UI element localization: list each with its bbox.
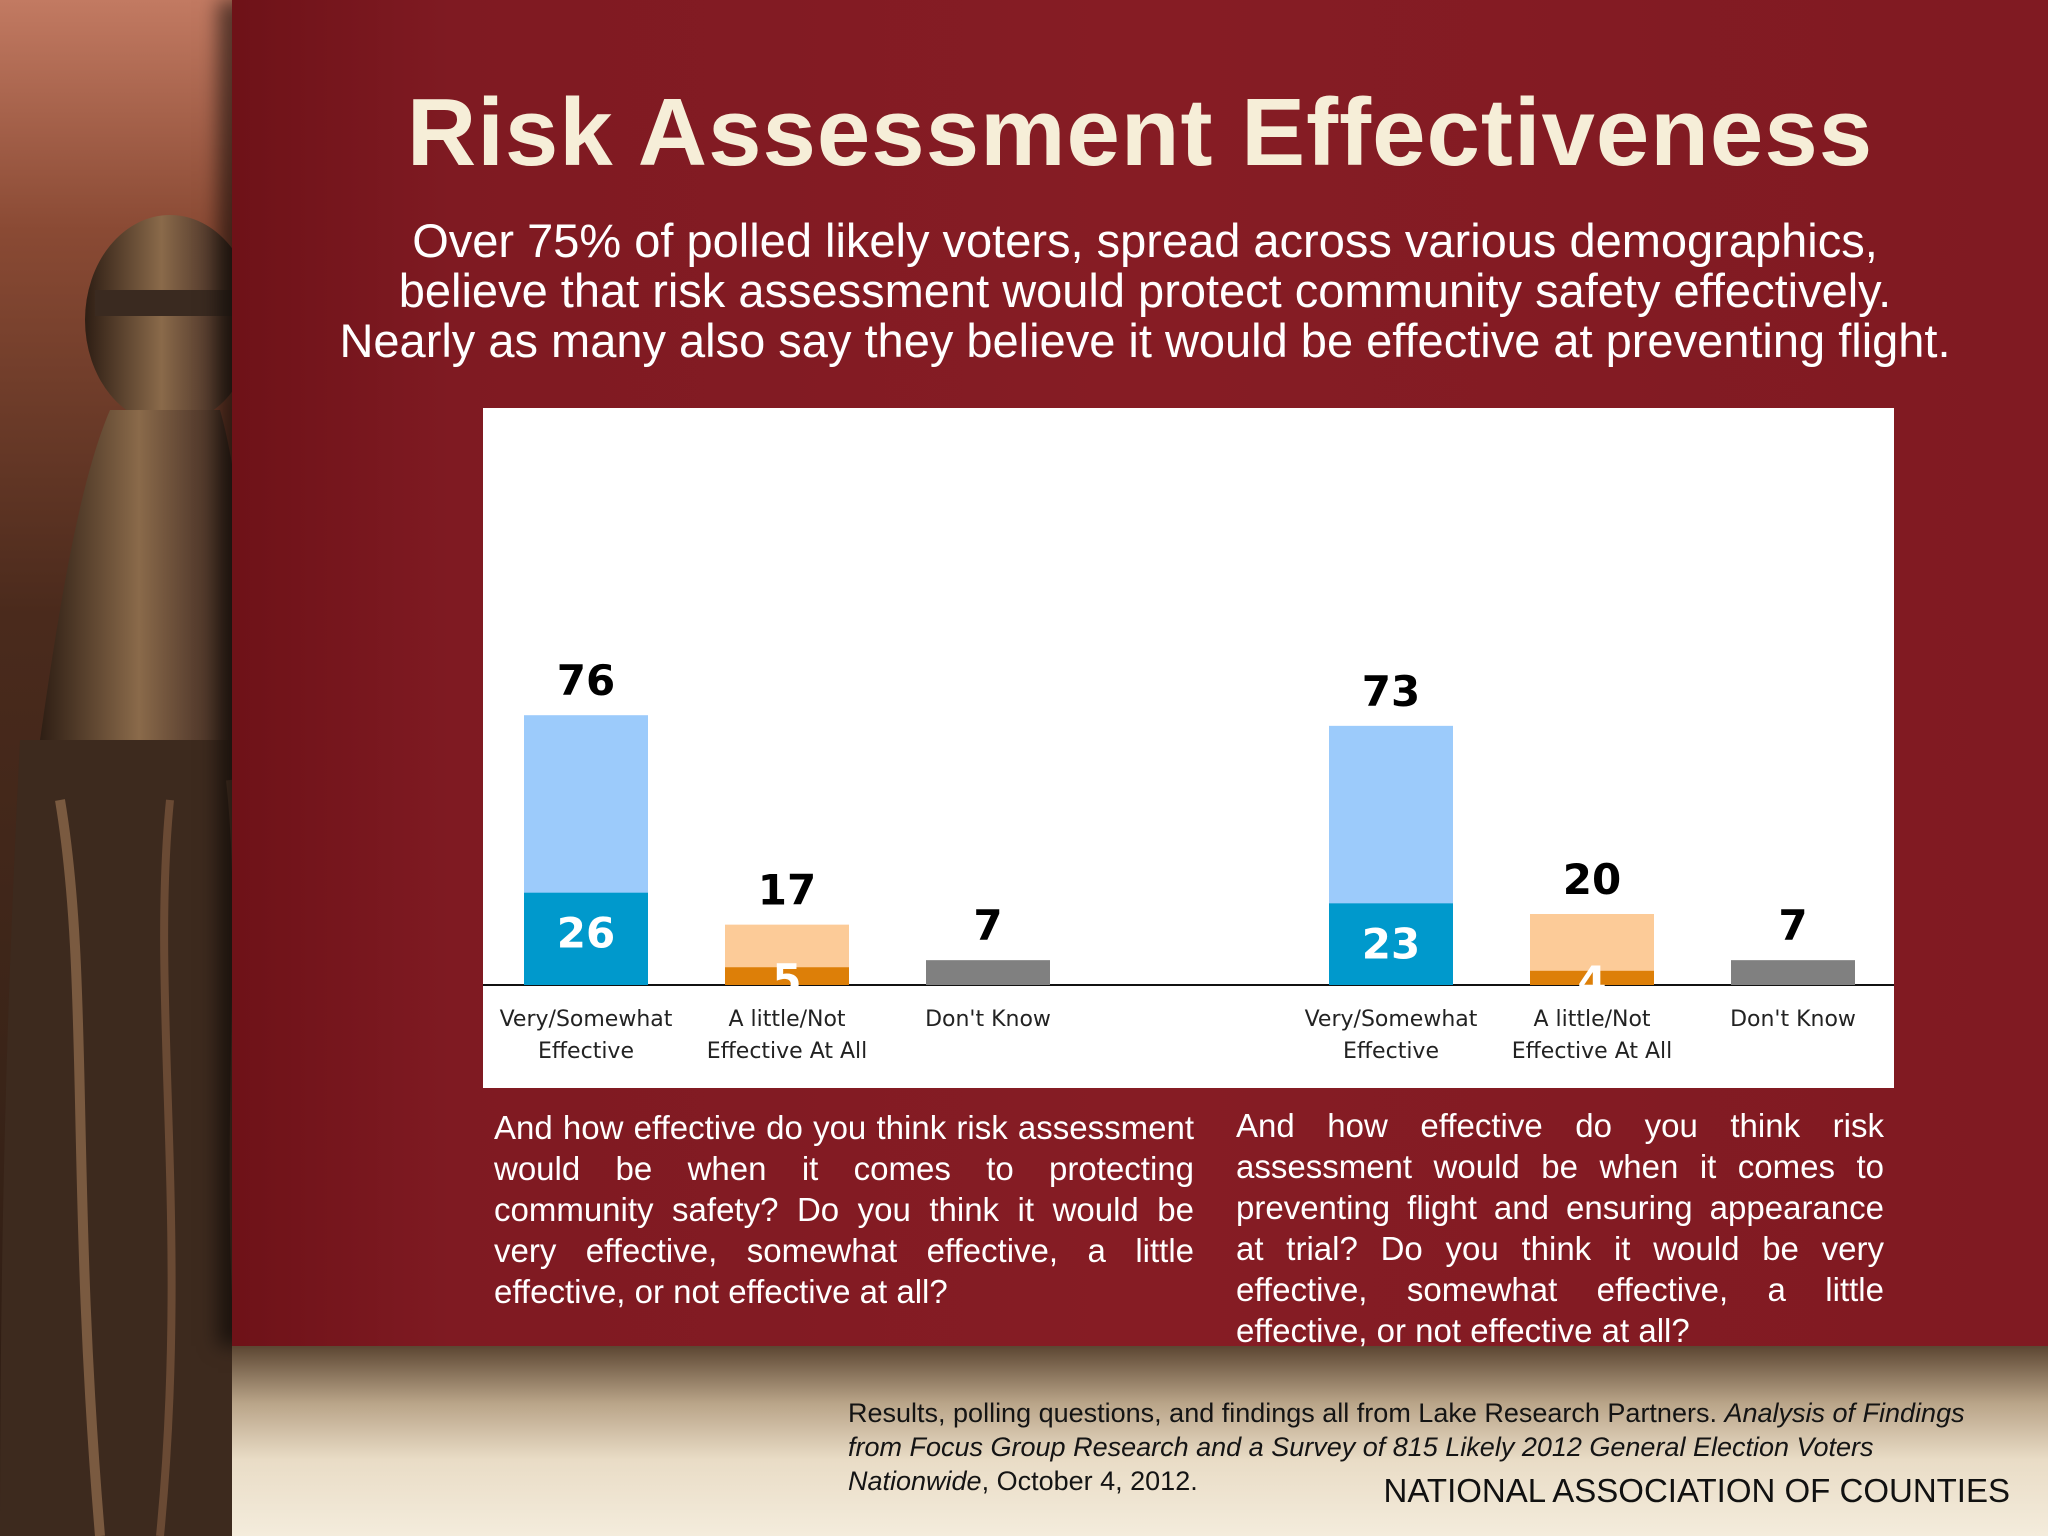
data-label-intense-1-1: 26 [557, 909, 615, 958]
question-preventing-flight: And how effective do you think risk asse… [1236, 1107, 1884, 1349]
data-label-total-1-1: 76 [557, 656, 615, 705]
category-label-2-1-line-1: Very/Somewhat [1305, 1007, 1478, 1032]
data-label-intense-2-2: 4 [1577, 957, 1606, 1006]
data-label-intense-1-2: 5 [772, 955, 801, 1004]
data-label-total-2-1: 73 [1362, 667, 1420, 716]
bar-intense-2-2 [1530, 970, 1654, 985]
source-prefix: Results, polling questions, and findings… [848, 1398, 1725, 1428]
bottom-band [232, 1346, 2048, 1536]
question-community-safety: And how effective do you think risk asse… [494, 1109, 1194, 1310]
source-citation: Results, polling questions, and findings… [848, 1396, 1978, 1498]
organization-name: NATIONAL ASSOCIATION OF COUNTIES [1383, 1472, 2010, 1509]
category-label-1-2-line-1: A little/Not [728, 1007, 845, 1032]
category-label-2-2-line-2: Effective At All [1512, 1039, 1673, 1064]
category-label-1-2-line-2: Effective At All [707, 1039, 868, 1064]
source-report-title: Analysis of Findings from Focus Group Re… [848, 1398, 1965, 1496]
data-label-total-2-2: 20 [1563, 855, 1621, 904]
data-label-total-2-3: 7 [1778, 901, 1807, 950]
chart-panel: 26 76 Very/Somewhat Effective 5 17 A little/No… [483, 408, 1894, 1088]
bar-intense-1-1 [524, 892, 648, 985]
category-label-2-3-line-1: Don't Know [1730, 1007, 1856, 1032]
page-title: Risk Assessment Effectiveness [406, 79, 1874, 186]
data-label-intense-2-1: 23 [1362, 919, 1420, 968]
bar-total-2-3 [1731, 960, 1855, 985]
data-label-total-1-2: 17 [758, 866, 816, 915]
bar-intense-2-1 [1329, 903, 1453, 985]
subtitle-line-3: Nearly as many also say they believe it … [339, 314, 1951, 367]
category-label-1-3-line-1: Don't Know [925, 1007, 1051, 1032]
bar-total-1-3 [926, 960, 1050, 985]
source-suffix: , October 4, 2012. [981, 1466, 1198, 1496]
category-label-1-1-line-2: Effective [538, 1039, 634, 1064]
data-label-total-1-3: 7 [973, 901, 1002, 950]
subtitle: Over 75% of polled likely voters, spread… [250, 216, 2040, 366]
category-label-2-2-line-1: A little/Not [1533, 1007, 1650, 1032]
subtitle-line-1: Over 75% of polled likely voters, spread… [412, 214, 1878, 267]
bar-intense-1-2 [725, 967, 849, 985]
subtitle-line-2: believe that risk assessment would prote… [398, 264, 1892, 317]
category-label-1-1-line-1: Very/Somewhat [500, 1007, 673, 1032]
bar-chart: 26 76 Very/Somewhat Effective 5 17 A little/No… [483, 656, 1894, 1064]
category-label-2-1-line-2: Effective [1343, 1039, 1439, 1064]
